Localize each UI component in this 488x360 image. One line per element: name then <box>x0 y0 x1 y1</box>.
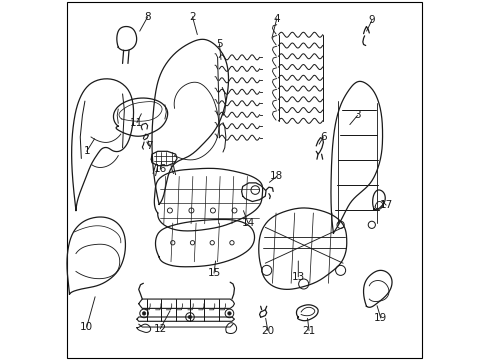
Text: 3: 3 <box>353 111 360 121</box>
Text: 2: 2 <box>189 12 195 22</box>
Text: 17: 17 <box>379 200 392 210</box>
Text: 16: 16 <box>153 164 166 174</box>
Text: 20: 20 <box>261 325 274 336</box>
Text: 9: 9 <box>368 15 374 26</box>
Text: 1: 1 <box>83 146 90 156</box>
Text: 21: 21 <box>302 325 315 336</box>
Text: 11: 11 <box>130 118 143 128</box>
Text: 6: 6 <box>320 132 326 142</box>
Text: 15: 15 <box>207 268 220 278</box>
Circle shape <box>142 312 145 315</box>
Text: 5: 5 <box>216 39 222 49</box>
Text: 10: 10 <box>80 322 93 332</box>
Circle shape <box>227 312 231 315</box>
Text: 14: 14 <box>241 218 254 228</box>
Text: 19: 19 <box>373 313 386 323</box>
Circle shape <box>188 315 191 319</box>
Text: 8: 8 <box>144 12 151 22</box>
Text: 13: 13 <box>291 272 305 282</box>
Text: 4: 4 <box>273 14 280 24</box>
Text: 12: 12 <box>153 324 166 334</box>
Text: 18: 18 <box>269 171 283 181</box>
Text: 7: 7 <box>146 141 152 151</box>
